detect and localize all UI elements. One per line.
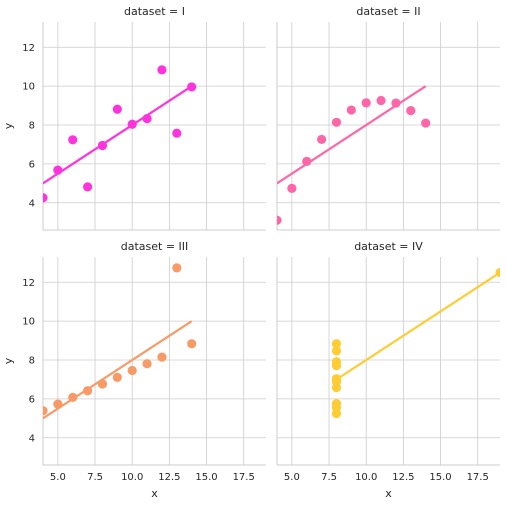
data-point bbox=[142, 114, 152, 124]
data-point bbox=[83, 182, 93, 192]
data-point bbox=[406, 106, 416, 116]
x-axis-label: x bbox=[385, 487, 392, 500]
data-point bbox=[495, 267, 500, 278]
y-axis-label: y bbox=[2, 357, 15, 364]
y-tick-label: 4 bbox=[29, 198, 35, 209]
y-tick-label: 8 bbox=[29, 356, 35, 367]
y-tick-label: 8 bbox=[29, 121, 35, 132]
x-tick-label: 12.5 bbox=[392, 472, 414, 483]
regression-line bbox=[335, 271, 500, 381]
y-axis-label: y bbox=[2, 122, 15, 129]
y-tick-label: 10 bbox=[22, 82, 35, 93]
x-tick-label: 5.0 bbox=[50, 472, 66, 483]
data-point bbox=[53, 165, 63, 175]
data-point bbox=[331, 339, 342, 349]
data-point bbox=[68, 392, 78, 402]
facet-panel-4: dataset = IV 5.0 7.5 10.0 12.5 15.0 17.5 x bbox=[276, 240, 500, 500]
data-point bbox=[157, 352, 167, 362]
x-tick-label: 10.0 bbox=[121, 472, 143, 483]
data-point bbox=[346, 105, 356, 115]
x-axis-label: x bbox=[151, 487, 158, 500]
data-point bbox=[172, 128, 182, 138]
panel-title: dataset = I bbox=[124, 5, 185, 18]
data-point bbox=[317, 134, 327, 145]
x-tick-label: 17.5 bbox=[467, 472, 489, 483]
data-point bbox=[127, 119, 137, 129]
data-point bbox=[331, 346, 342, 356]
x-tick-label: 15.0 bbox=[195, 472, 217, 483]
panel-title: dataset = II bbox=[356, 5, 420, 18]
data-point bbox=[287, 183, 297, 193]
data-marks bbox=[43, 263, 197, 420]
data-point bbox=[331, 377, 342, 387]
data-point bbox=[331, 402, 342, 413]
x-tick-label: 17.5 bbox=[233, 472, 255, 483]
data-marks bbox=[277, 85, 431, 225]
data-point bbox=[331, 357, 342, 367]
data-marks bbox=[331, 267, 500, 419]
panel-title: dataset = III bbox=[121, 240, 189, 253]
y-tick-label: 4 bbox=[29, 433, 35, 444]
data-point bbox=[83, 386, 93, 396]
data-point bbox=[361, 98, 371, 108]
panel-title: dataset = IV bbox=[354, 240, 423, 253]
data-point bbox=[376, 95, 386, 106]
data-point bbox=[43, 193, 48, 203]
regression-line bbox=[43, 85, 193, 185]
data-point bbox=[391, 98, 401, 108]
data-point bbox=[112, 104, 122, 114]
data-point bbox=[68, 135, 78, 145]
data-point bbox=[421, 118, 431, 128]
x-tick-label: 10.0 bbox=[355, 472, 377, 483]
y-tick-label: 6 bbox=[29, 394, 35, 405]
data-point bbox=[187, 339, 197, 349]
data-point bbox=[187, 82, 197, 92]
x-tick-label: 7.5 bbox=[87, 472, 103, 483]
data-marks bbox=[43, 65, 197, 203]
regression-line bbox=[43, 320, 193, 420]
y-tick-label: 6 bbox=[29, 159, 35, 170]
data-point bbox=[127, 365, 137, 376]
facet-panel-3: dataset = III 4 6 8 10 12 y 5.0 7.5 10.0 12.5 15.0 1… bbox=[2, 240, 266, 500]
x-tick-label: 5.0 bbox=[284, 472, 300, 483]
x-tick-label: 7.5 bbox=[321, 472, 337, 483]
x-tick-label: 12.5 bbox=[158, 472, 180, 483]
data-point bbox=[112, 372, 122, 382]
data-point bbox=[277, 215, 282, 225]
facet-panel-2: dataset = II bbox=[276, 5, 500, 231]
data-point bbox=[97, 140, 108, 151]
data-point bbox=[331, 117, 342, 127]
y-tick-label: 10 bbox=[22, 317, 35, 328]
x-tick-label: 15.0 bbox=[429, 472, 451, 483]
data-point bbox=[97, 379, 108, 389]
data-point bbox=[172, 263, 182, 273]
regression-line bbox=[277, 85, 427, 185]
data-point bbox=[302, 156, 312, 166]
data-point bbox=[157, 65, 167, 75]
y-tick-label: 12 bbox=[22, 278, 35, 289]
data-point bbox=[43, 406, 48, 416]
y-tick-label: 12 bbox=[22, 43, 35, 54]
facet-panel-1: dataset = I 4 6 8 10 12 y bbox=[2, 5, 266, 231]
data-point bbox=[53, 399, 63, 409]
data-point bbox=[142, 359, 152, 369]
